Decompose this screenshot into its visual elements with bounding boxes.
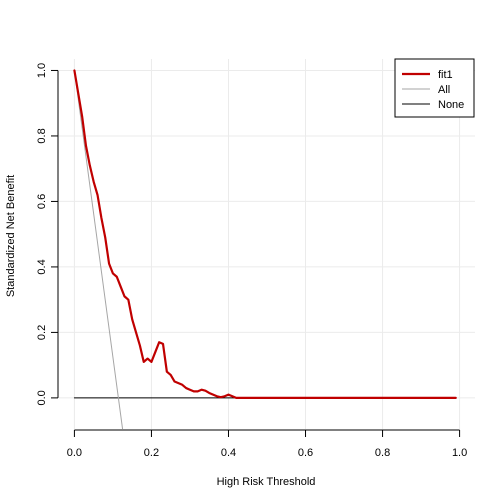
y-tick-label: 0.0 (36, 390, 48, 405)
series-layer (73, 69, 457, 429)
x-tick-label: 0.8 (375, 447, 390, 459)
legend-box (394, 58, 475, 118)
y-tick-label: 0.6 (36, 194, 48, 209)
x-tick-label: 0.2 (144, 447, 159, 459)
legend-label-fit1: fit1 (438, 69, 453, 81)
series-line-fit1 (73, 69, 457, 399)
grid-lines (59, 59, 475, 429)
legend-label-none: None (438, 99, 464, 111)
y-tick-label: 0.4 (36, 259, 48, 274)
legend-label-all: All (438, 84, 450, 96)
series-line-all (73, 69, 124, 429)
x-tick-label: 1.0 (452, 447, 467, 459)
y-tick-label: 0.2 (36, 325, 48, 340)
x-tick-label: 0.0 (67, 447, 82, 459)
axes: 0.0 0.2 0.4 0.6 0.8 1.0 0.0 0.2 0.4 0.6 0.8 1.0 (36, 63, 467, 459)
legend: fit1 All None (394, 58, 475, 118)
x-tick-label: 0.4 (221, 447, 236, 459)
plot-background (59, 59, 475, 429)
y-tick-label: 0.8 (36, 128, 48, 143)
y-axis-title: Standardized Net Benefit (5, 175, 17, 297)
y-tick-label: 1.0 (36, 63, 48, 78)
x-axis-title: High Risk Threshold (217, 476, 316, 488)
x-tick-label: 0.6 (298, 447, 313, 459)
